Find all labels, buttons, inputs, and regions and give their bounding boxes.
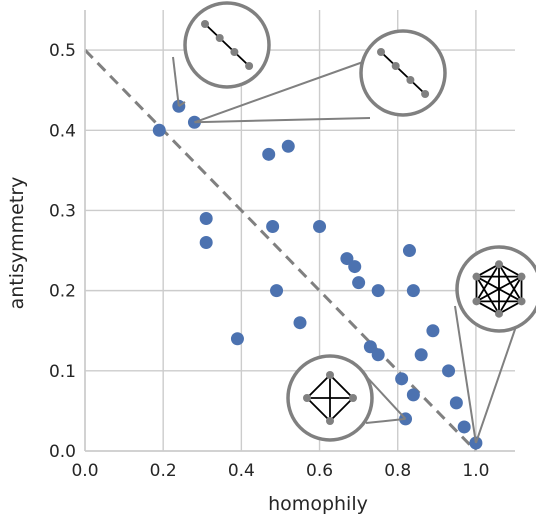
data-point <box>352 276 366 290</box>
graph-edge <box>498 263 522 278</box>
graph-inset <box>172 1 271 108</box>
data-point <box>262 147 276 161</box>
data-point <box>340 252 354 266</box>
data-point <box>442 364 456 378</box>
data-point <box>457 420 471 434</box>
graph-edge <box>498 300 522 315</box>
x-tick-label: 0.6 <box>306 461 333 481</box>
graph-edge <box>306 374 331 399</box>
graph-node <box>472 297 481 306</box>
graph-edge <box>329 397 354 422</box>
data-point <box>414 348 428 362</box>
x-tick-label: 1.0 <box>462 461 489 481</box>
y-tick-labels: 0.0 0.1 0.2 0.3 0.4 0.5 <box>49 41 76 462</box>
graph-node <box>349 394 357 402</box>
data-point <box>293 316 307 330</box>
x-tick-label: 0.0 <box>71 461 98 481</box>
reference-line <box>83 49 477 453</box>
y-tick-label: 0.0 <box>49 442 76 462</box>
graph-node <box>495 260 503 269</box>
x-tick-label: 0.8 <box>384 461 411 481</box>
graph-node <box>406 76 415 84</box>
data-point <box>266 219 280 233</box>
graph-inset <box>286 354 407 442</box>
graph-node <box>495 309 503 318</box>
graph-node <box>245 62 254 70</box>
data-points <box>152 99 483 450</box>
graph-node <box>303 394 311 402</box>
graph-edge <box>476 263 500 278</box>
inset-connector <box>178 101 186 108</box>
graph-edge <box>475 276 500 315</box>
graph-edge <box>476 275 522 303</box>
graph-node <box>377 48 385 56</box>
graph-edge <box>306 397 331 422</box>
graph-node <box>421 90 430 98</box>
inset-connector <box>454 305 477 444</box>
axes <box>84 10 515 452</box>
graph-edge <box>476 300 500 315</box>
y-tick-label: 0.5 <box>49 41 76 61</box>
data-point <box>406 388 420 402</box>
data-point <box>270 284 284 298</box>
y-tick-label: 0.4 <box>49 121 76 141</box>
graph-inset <box>454 245 536 444</box>
y-tick-label: 0.3 <box>49 201 76 221</box>
data-point <box>371 284 385 298</box>
data-point <box>406 284 420 298</box>
x-tick-label: 0.4 <box>228 461 255 481</box>
graph-node <box>517 297 526 306</box>
inset-connector <box>172 56 180 107</box>
data-point <box>199 211 213 225</box>
data-point <box>230 332 244 346</box>
graph-node <box>517 272 526 281</box>
x-tick-label: 0.2 <box>150 461 177 481</box>
y-tick-label: 0.2 <box>49 282 76 302</box>
data-point <box>426 324 440 338</box>
y-axis-label: antisymmetry <box>6 177 28 310</box>
inset-circle <box>455 245 536 333</box>
graph-edge <box>329 374 354 399</box>
graph-inset <box>194 29 447 124</box>
graph-node <box>201 20 209 28</box>
data-point <box>363 340 377 354</box>
graph-node <box>391 62 400 70</box>
graph-node <box>230 48 239 56</box>
data-point <box>395 372 409 386</box>
y-tick-label: 0.1 <box>49 362 76 382</box>
x-tick-labels: 0.0 0.2 0.4 0.6 0.8 1.0 <box>71 461 489 481</box>
data-point <box>402 244 416 258</box>
inset-connector <box>194 61 364 124</box>
inset-connector <box>474 308 523 444</box>
graph-insets <box>172 1 536 444</box>
x-axis-label: homophily <box>268 493 368 515</box>
graph-node <box>326 417 334 425</box>
graph-node <box>326 371 334 379</box>
data-point <box>152 123 166 137</box>
data-point <box>348 260 362 274</box>
data-point <box>313 219 327 233</box>
data-point <box>199 236 213 250</box>
inset-connector <box>365 417 406 424</box>
data-point <box>281 139 295 153</box>
graph-node <box>215 34 224 42</box>
graph-node <box>472 272 481 281</box>
data-point <box>449 396 463 410</box>
data-point <box>371 348 385 362</box>
inset-connector <box>194 117 371 124</box>
